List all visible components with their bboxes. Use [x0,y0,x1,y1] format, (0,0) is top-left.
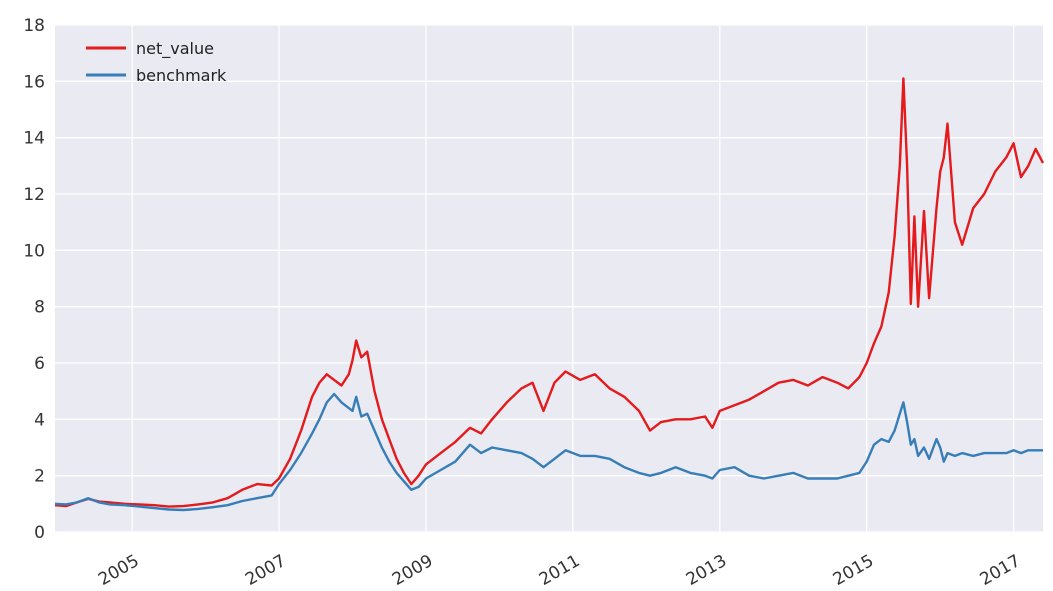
y-tick-label: 8 [34,298,45,318]
legend-label-benchmark: benchmark [136,66,227,85]
series-line-benchmark [54,392,1043,512]
plot-area [55,25,1043,532]
y-tick-label: 2 [34,467,45,487]
x-tick-label: 2005 [95,551,142,590]
y-tick-label: 12 [23,185,45,205]
y-tick-label: 14 [23,129,45,149]
y-tick-label: 16 [23,72,45,92]
y-tick-label: 0 [34,523,45,543]
y-tick-labels: 0 2 4 6 8 10 12 14 16 18 [23,16,45,543]
x-tick-labels: 2005 2007 2009 2011 2013 2015 2017 [95,551,1024,590]
x-tick-label: 2013 [683,551,730,590]
y-tick-label: 18 [23,16,45,36]
grid-lines [55,24,1043,533]
legend-label-net-value: net_value [136,39,214,59]
x-tick-label: 2015 [830,551,877,590]
y-tick-label: 10 [23,241,45,261]
series-line-net-value [54,77,1045,508]
x-tick-label: 2011 [536,551,583,590]
series-layer [54,77,1045,512]
y-tick-label: 6 [34,354,45,374]
legend: net_value benchmark [86,39,227,85]
y-tick-label: 4 [34,410,45,430]
x-tick-label: 2009 [389,551,436,590]
x-tick-label: 2017 [977,551,1024,590]
x-tick-label: 2007 [242,551,289,590]
